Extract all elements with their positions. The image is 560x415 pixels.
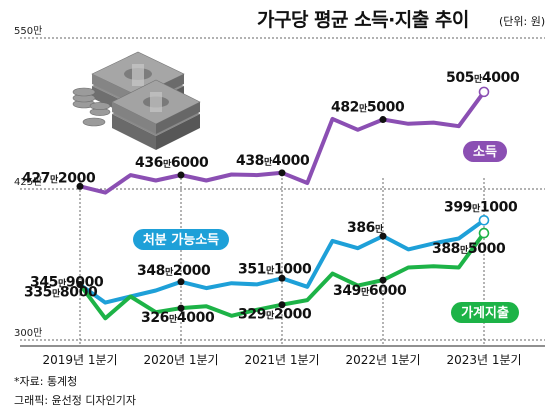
data-label: 388만5000 [432, 241, 506, 257]
x-tick-label: 2019년 1분기 [42, 353, 117, 367]
series-label-pill [451, 302, 519, 323]
data-label: 345만9000 [30, 275, 104, 291]
data-point [278, 169, 286, 177]
data-point [278, 274, 286, 282]
series-label-pill [133, 229, 229, 250]
x-tick-label: 2023년 1분기 [446, 353, 521, 367]
x-tick-label: 2022년 1분기 [345, 353, 420, 367]
data-point [177, 304, 185, 312]
series-label: 가계지출 [461, 305, 509, 321]
data-point [76, 182, 84, 190]
data-point [478, 86, 490, 98]
y-tick-label: 550만 [14, 25, 42, 37]
data-point [478, 214, 490, 226]
data-label: 351만1000 [238, 261, 312, 277]
data-label: 427만2000 [22, 170, 96, 186]
x-tick-label: 2021년 1분기 [244, 353, 319, 367]
data-point [177, 278, 185, 286]
data-label: 349만6000 [333, 283, 407, 299]
data-point [76, 281, 84, 289]
data-point [379, 116, 387, 124]
source-note: *자료: 통계청 [14, 375, 77, 388]
data-label: 329만2000 [238, 307, 312, 323]
chart-title: 가구당 평균 소득·지출 추이 [257, 9, 469, 31]
data-label: 438만4000 [236, 153, 310, 169]
data-point [379, 276, 387, 284]
data-label: 326만4000 [141, 310, 215, 326]
data-point [478, 227, 490, 239]
data-point [379, 232, 387, 240]
data-label: 482만5000 [331, 100, 405, 116]
money-stack-illustration [72, 51, 201, 150]
data-label: 335만8000 [24, 285, 98, 301]
y-tick-label: 425만 [14, 176, 42, 188]
series-label-pill [463, 141, 507, 162]
x-tick-label: 2020년 1분기 [143, 353, 218, 367]
data-point [177, 171, 185, 179]
data-label: 386만 [347, 220, 384, 236]
series-label: 처분 가능소득 [143, 232, 219, 248]
unit-note: (단위: 원) [499, 15, 545, 28]
y-tick-label: 300만 [14, 327, 42, 339]
series-label: 소득 [473, 145, 497, 160]
data-label: 505만4000 [446, 70, 520, 86]
chart-data-labels: 427만2000 436만6000 438만4000 482만5000 505만4000… [22, 70, 520, 326]
graphic-credit: 그래픽: 윤선정 디자인기자 [14, 394, 136, 407]
data-label: 348만2000 [137, 263, 211, 279]
data-point [278, 301, 286, 309]
data-label: 399만1000 [444, 199, 518, 215]
chart-axes: 550만 425만 300만 2019년 1분기 2020년 1분기 2021년 1분기 2… [14, 25, 545, 367]
data-label: 436만6000 [135, 155, 209, 171]
chart-series [76, 86, 490, 321]
